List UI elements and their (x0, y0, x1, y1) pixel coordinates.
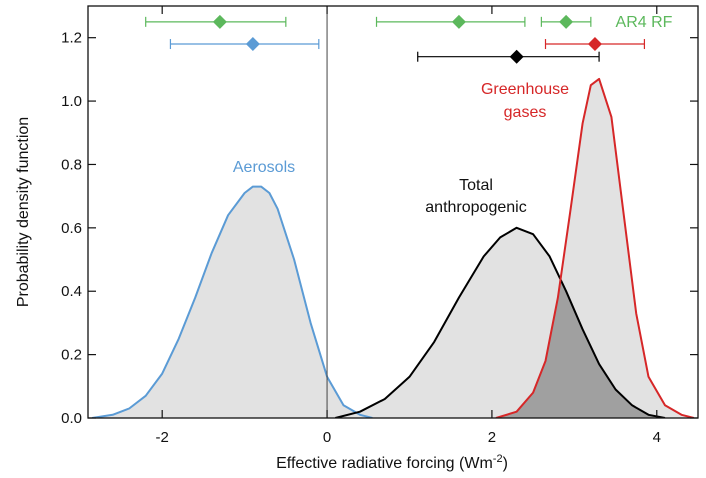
x-tick-label: 4 (653, 429, 661, 446)
y-tick-label: 1.2 (61, 30, 82, 47)
y-axis-title: Probability density function (15, 117, 32, 307)
area-aerosols (92, 186, 373, 418)
x-axis-title: Effective radiative forcing (Wm-2) (276, 453, 508, 472)
marker-ar4-rf-aerosols (212, 14, 227, 29)
overlap-area (496, 280, 665, 418)
x-tick-label: -2 (156, 429, 169, 446)
y-tick-label: 0.8 (61, 156, 82, 173)
error-bar-ar4-rf-greenhouse-gases (540, 14, 592, 29)
annotation-aerosols: Aerosols (233, 159, 295, 176)
annotation-ghg-line2: gases (504, 104, 547, 121)
y-tick-label: 0.6 (61, 220, 82, 237)
line-total-anthropogenic (335, 226, 666, 418)
area-greenhouse-gases (496, 78, 694, 418)
marker-ar4-rf-total-anthropogenic (451, 14, 466, 29)
error-bar-erf-total-anthropogenic (417, 49, 600, 64)
plot-frame (87, 5, 699, 419)
error-bar-erf-aerosols (169, 37, 320, 52)
y-tick-label: 0.4 (61, 283, 82, 300)
annotation-total-line1: Total (459, 177, 493, 194)
y-tick-label: 1.0 (61, 93, 82, 110)
line-greenhouse-gases (495, 77, 695, 418)
y-tick-label: 0.0 (61, 410, 82, 427)
annotation-total-line2: anthropogenic (425, 199, 526, 216)
error-bar-ar4-rf-aerosols (145, 14, 287, 29)
annotation-ar4-rf: AR4 RF (616, 14, 673, 31)
marker-ar4-rf-greenhouse-gases (559, 14, 574, 29)
x-tick-label: 0 (323, 429, 331, 446)
line-aerosols (91, 185, 373, 418)
annotation-ghg-line1: Greenhouse (481, 81, 569, 98)
error-bar-erf-greenhouse-gases (544, 37, 646, 52)
x-tick-label: 2 (488, 429, 496, 446)
error-bar-ar4-rf-total-anthropogenic (375, 14, 526, 29)
marker-erf-total-anthropogenic (509, 49, 524, 64)
marker-erf-aerosols (245, 37, 260, 52)
y-tick-label: 0.2 (61, 347, 82, 364)
marker-erf-greenhouse-gases (587, 37, 602, 52)
